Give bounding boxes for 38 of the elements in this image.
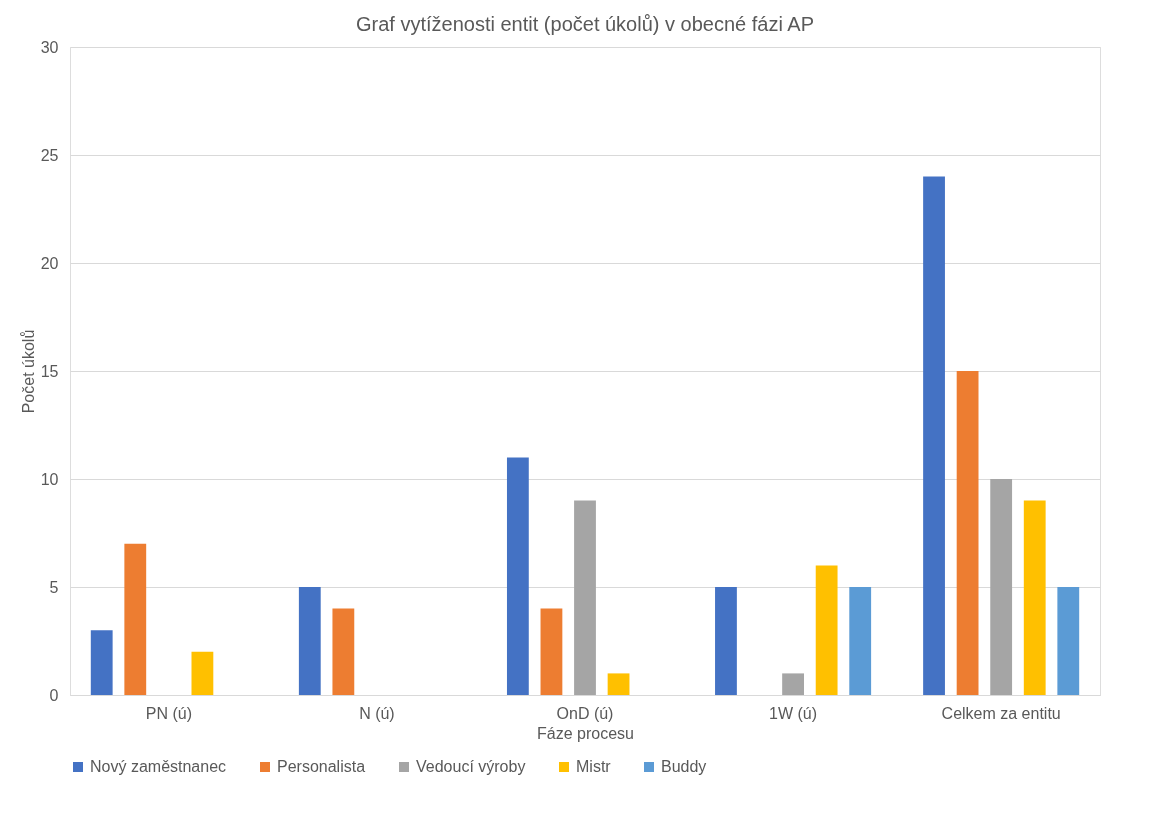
y-tick-label: 15	[40, 362, 59, 380]
chart-title: Graf vytíženosti entit (počet úkolů) v obecné fázi AP	[355, 13, 815, 35]
bar	[607, 673, 630, 695]
bar	[815, 565, 838, 695]
x-axis-title: Fáze procesu	[537, 724, 634, 742]
y-tick-label: 20	[40, 254, 59, 272]
x-tick-label: N (ú)	[359, 704, 395, 722]
bar	[332, 608, 355, 695]
bar	[540, 608, 563, 695]
x-tick-label: PN (ú)	[145, 704, 192, 722]
x-tick-label: OnD (ú)	[556, 704, 614, 722]
bar	[506, 457, 529, 695]
y-tick-label: 25	[40, 146, 59, 164]
bar	[574, 500, 596, 695]
y-tick-label: 5	[49, 578, 59, 596]
y-tick-label: 30	[40, 38, 59, 56]
bar	[1057, 587, 1080, 695]
bar	[923, 176, 945, 695]
bar	[124, 543, 147, 695]
legend-label: Vedoucí výroby	[416, 758, 526, 775]
bar	[90, 630, 113, 695]
legend-label: Nový zaměstnanec	[90, 758, 227, 775]
bar	[849, 587, 872, 695]
legend-label: Buddy	[661, 758, 707, 775]
bar	[990, 479, 1013, 695]
legend-label: Mistr	[576, 758, 612, 775]
y-axis-title: Počet úkolů	[19, 329, 37, 414]
x-tick-label: Celkem za entitu	[941, 704, 1061, 722]
y-tick-label: 10	[40, 470, 59, 488]
legend-label: Personalista	[277, 758, 366, 775]
bar	[191, 651, 214, 695]
y-tick-label: 0	[49, 686, 59, 704]
bar	[298, 587, 321, 695]
bar	[956, 371, 979, 695]
x-tick-label: 1W (ú)	[769, 704, 818, 722]
bar	[715, 587, 737, 695]
bar	[782, 673, 804, 695]
bar	[1023, 500, 1046, 695]
